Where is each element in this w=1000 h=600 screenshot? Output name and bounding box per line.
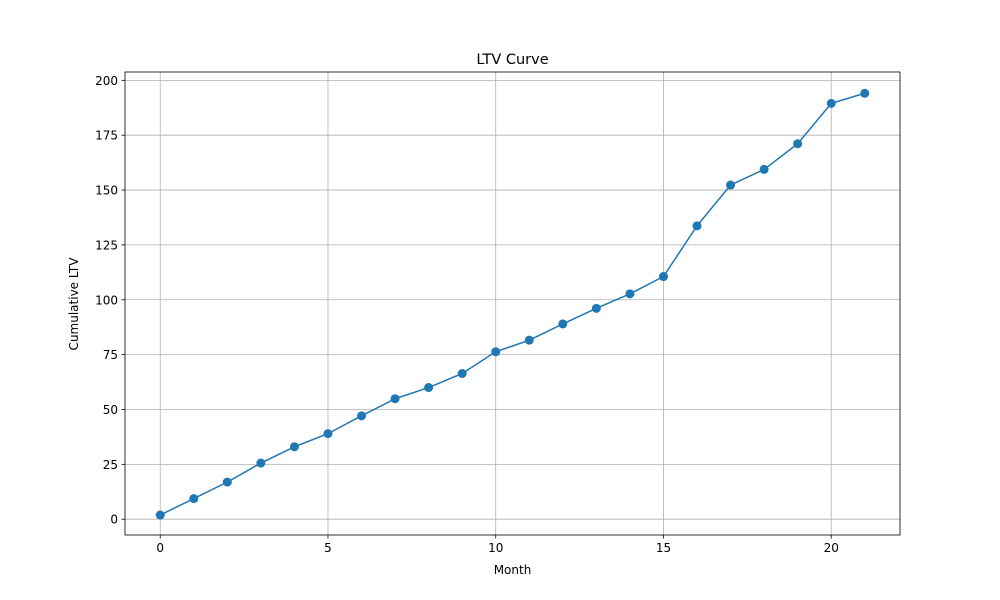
data-point	[323, 429, 333, 439]
series-line-group	[159, 92, 865, 516]
y-tick-label: 0	[110, 513, 118, 527]
x-tick-label: 20	[824, 541, 839, 555]
data-point	[793, 139, 803, 149]
x-axis-title: Month	[494, 563, 532, 577]
y-tick-label: 125	[95, 238, 118, 252]
x-tick-label: 10	[488, 541, 503, 555]
series-line	[159, 92, 865, 516]
data-point	[424, 383, 434, 393]
y-tick-label: 175	[95, 129, 118, 143]
y-tick-label: 75	[103, 348, 118, 362]
x-tick-label: 0	[156, 541, 164, 555]
grid-lines	[125, 72, 900, 535]
y-tick-label: 100	[95, 293, 118, 307]
data-point	[189, 494, 199, 504]
data-point	[826, 98, 836, 108]
data-point	[289, 442, 299, 452]
y-axis-title: Cumulative LTV	[67, 257, 81, 351]
data-point	[155, 510, 165, 520]
data-point	[591, 303, 601, 313]
chart-title: LTV Curve	[476, 52, 548, 68]
data-point	[759, 164, 769, 174]
x-axis-ticks: 0 5 10 15 20	[156, 535, 839, 555]
data-point	[524, 335, 534, 345]
data-point	[692, 221, 702, 231]
y-tick-label: 50	[103, 403, 118, 417]
data-point	[491, 347, 501, 357]
x-tick-label: 15	[656, 541, 671, 555]
plot-area-frame	[124, 71, 901, 536]
data-point	[558, 319, 568, 329]
data-point	[256, 458, 266, 468]
y-tick-label: 150	[95, 184, 118, 198]
data-point	[625, 289, 635, 299]
data-point	[726, 180, 736, 190]
data-points	[155, 88, 870, 520]
data-point	[457, 368, 467, 378]
x-tick-label: 5	[324, 541, 332, 555]
y-tick-label: 25	[103, 458, 118, 472]
y-axis-ticks: 0 25 50 75 100 125 150 175 200	[95, 74, 125, 527]
data-point	[390, 394, 400, 404]
y-tick-label: 200	[95, 74, 118, 88]
data-point	[860, 88, 870, 98]
data-point	[222, 477, 232, 487]
data-point	[357, 411, 367, 421]
data-point	[658, 272, 668, 282]
